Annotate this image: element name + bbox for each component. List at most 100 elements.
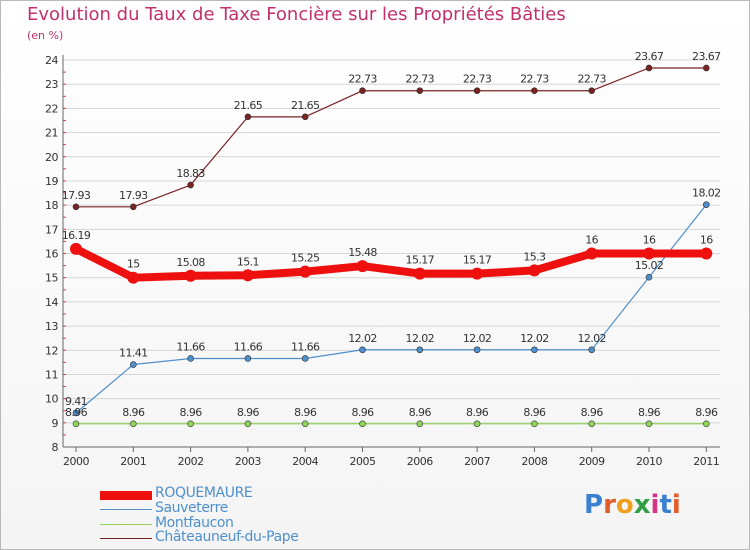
data-label-chateauneuf-2004: 21.65 — [291, 99, 320, 112]
data-label-roquemaure-2008: 15.3 — [523, 250, 546, 263]
x-tick-label-2010: 2010 — [636, 455, 662, 468]
y-tick-label-23: 23 — [45, 78, 58, 91]
data-label-chateauneuf-2001: 17.93 — [119, 189, 148, 202]
y-tick-label-21: 21 — [45, 127, 58, 140]
data-point-chateauneuf-2006 — [416, 87, 424, 95]
x-tick-label-2000: 2000 — [63, 455, 89, 468]
data-point-roquemaure-2006 — [413, 267, 426, 280]
data-point-roquemaure-2002 — [184, 269, 197, 282]
data-point-sauveterre-2008 — [531, 346, 538, 354]
y-axis-unit: (en %) — [27, 29, 64, 42]
x-tick-label-2005: 2005 — [350, 455, 376, 468]
data-point-chateauneuf-2005 — [359, 87, 366, 95]
data-label-sauveterre-2001: 11.41 — [119, 347, 148, 360]
y-tick-label-16: 16 — [45, 248, 58, 261]
data-point-chateauneuf-2008 — [531, 87, 538, 95]
data-label-chateauneuf-2007: 22.73 — [463, 73, 492, 86]
x-tick-label-2002: 2002 — [178, 455, 204, 468]
logo-letter: r — [603, 490, 616, 520]
data-point-montfaucon-2010 — [645, 420, 653, 428]
data-point-roquemaure-2001 — [127, 271, 140, 284]
data-point-roquemaure-2005 — [356, 260, 369, 273]
data-point-chateauneuf-2002 — [187, 181, 194, 189]
proxiti-logo: Proxiti — [584, 490, 681, 520]
data-point-chateauneuf-2007 — [473, 87, 481, 95]
data-label-sauveterre-2003: 11.66 — [234, 340, 263, 353]
data-point-montfaucon-2005 — [359, 420, 366, 428]
logo-letter: x — [633, 490, 651, 520]
data-point-roquemaure-2004 — [299, 265, 312, 278]
data-label-roquemaure-2005: 15.48 — [348, 246, 377, 259]
data-label-roquemaure-2004: 15.25 — [291, 252, 320, 265]
y-tick-label-24: 24 — [45, 54, 58, 67]
data-label-roquemaure-2011: 16 — [700, 234, 713, 247]
grid — [63, 59, 720, 424]
data-label-sauveterre-2002: 11.66 — [176, 340, 205, 353]
x-tick-label-2006: 2006 — [407, 455, 433, 468]
y-tick-label-18: 18 — [45, 199, 58, 212]
legend-swatch-roquemaure — [100, 491, 152, 500]
data-label-montfaucon-2004: 8.96 — [294, 406, 317, 419]
data-point-montfaucon-2002 — [187, 420, 194, 428]
data-point-montfaucon-2001 — [130, 420, 137, 428]
data-point-chateauneuf-2003 — [244, 113, 252, 121]
data-label-montfaucon-2003: 8.96 — [237, 406, 260, 419]
data-labels: 16.19 15 15.08 15.1 15.25 15.48 15.17 15.17 15.3… — [62, 50, 722, 419]
data-label-chateauneuf-2010: 23.67 — [635, 50, 664, 63]
data-point-sauveterre-2007 — [473, 346, 481, 354]
x-tick-label-2007: 2007 — [464, 455, 490, 468]
data-label-roquemaure-2006: 15.17 — [406, 254, 435, 267]
data-label-sauveterre-2006: 12.02 — [406, 332, 435, 345]
y-tick-label-20: 20 — [45, 151, 58, 164]
legend-label-sauveterre: Sauveterre — [155, 500, 228, 516]
data-label-roquemaure-2003: 15.1 — [237, 255, 259, 268]
y-tick-label-19: 19 — [45, 175, 58, 188]
data-point-montfaucon-2006 — [416, 420, 424, 428]
data-label-montfaucon-2007: 8.96 — [466, 406, 489, 419]
data-point-sauveterre-2000 — [72, 409, 80, 417]
logo-letter: o — [615, 490, 634, 520]
data-point-montfaucon-2011 — [702, 420, 710, 428]
data-point-sauveterre-2006 — [416, 346, 424, 354]
data-point-sauveterre-2001 — [130, 361, 137, 368]
data-label-roquemaure-2007: 15.17 — [463, 254, 492, 267]
y-tick-label-9: 9 — [52, 417, 59, 430]
x-tick-label-2009: 2009 — [579, 455, 605, 468]
data-point-sauveterre-2004 — [301, 355, 309, 362]
data-label-montfaucon-2006: 8.96 — [409, 406, 432, 419]
data-label-sauveterre-2009: 12.02 — [577, 332, 606, 345]
data-label-sauveterre-2004: 11.66 — [291, 340, 320, 353]
data-point-roquemaure-2000 — [70, 242, 82, 255]
legend-swatch-montfaucon — [100, 524, 152, 525]
logo-letter: P — [584, 490, 604, 520]
axes: 8 9 10 11 12 13 14 15 16 17 18 19 20 21 22 23 24 2000 2001… — [45, 54, 720, 468]
y-tick-label-8: 8 — [52, 441, 59, 454]
data-label-chateauneuf-2011: 23.67 — [692, 50, 721, 63]
data-point-roquemaure-2010 — [643, 247, 655, 260]
data-point-montfaucon-2000 — [72, 420, 80, 428]
data-label-montfaucon-2008: 8.96 — [523, 406, 546, 419]
data-label-montfaucon-2005: 8.96 — [351, 406, 374, 419]
data-label-sauveterre-2011: 18.02 — [692, 187, 721, 200]
data-point-montfaucon-2009 — [588, 420, 596, 428]
data-point-montfaucon-2007 — [473, 420, 481, 428]
legend-label-roquemaure: ROQUEMAURE — [155, 485, 253, 501]
data-point-montfaucon-2003 — [244, 420, 252, 428]
data-point-roquemaure-2008 — [528, 264, 541, 277]
data-label-roquemaure-2009: 16 — [585, 234, 598, 247]
data-point-sauveterre-2005 — [359, 346, 366, 354]
data-label-montfaucon-2010: 8.96 — [638, 406, 661, 419]
series-line-chateauneuf — [76, 67, 707, 208]
data-point-chateauneuf-2001 — [130, 203, 137, 211]
x-tick-label-2004: 2004 — [292, 455, 318, 468]
data-point-chateauneuf-2010 — [645, 64, 653, 72]
y-tick-label-11: 11 — [45, 368, 58, 381]
data-label-roquemaure-2000: 16.19 — [62, 229, 91, 242]
data-label-roquemaure-2002: 15.08 — [176, 256, 205, 269]
data-label-chateauneuf-2009: 22.73 — [577, 73, 606, 86]
data-label-roquemaure-2001: 15 — [127, 258, 140, 271]
data-label-sauveterre-2008: 12.02 — [520, 332, 549, 345]
data-point-montfaucon-2004 — [301, 420, 309, 428]
data-label-chateauneuf-2008: 22.73 — [520, 73, 549, 86]
